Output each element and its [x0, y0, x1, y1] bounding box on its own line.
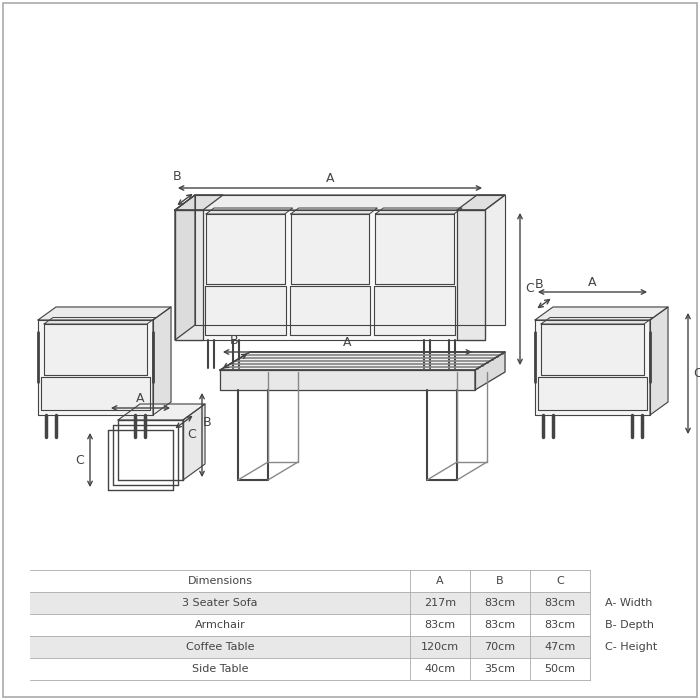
- Text: Dimensions: Dimensions: [188, 576, 253, 586]
- Text: C: C: [76, 454, 85, 466]
- Polygon shape: [175, 210, 485, 340]
- Text: C: C: [556, 576, 564, 586]
- Polygon shape: [375, 214, 454, 284]
- Polygon shape: [41, 377, 150, 410]
- Text: 3 Seater Sofa: 3 Seater Sofa: [182, 598, 258, 608]
- Polygon shape: [290, 286, 370, 335]
- Polygon shape: [457, 195, 505, 210]
- Polygon shape: [153, 307, 171, 415]
- Text: A: A: [136, 391, 145, 405]
- Polygon shape: [220, 352, 505, 370]
- Bar: [30, 592, 590, 614]
- Text: 83cm: 83cm: [545, 598, 575, 608]
- Polygon shape: [206, 208, 293, 214]
- Text: B: B: [535, 279, 543, 291]
- Polygon shape: [195, 195, 505, 325]
- Polygon shape: [183, 404, 205, 480]
- Text: 217m: 217m: [424, 598, 456, 608]
- Polygon shape: [457, 210, 485, 340]
- Text: 47cm: 47cm: [545, 642, 575, 652]
- Text: B: B: [230, 333, 238, 346]
- Text: B: B: [496, 576, 504, 586]
- Text: 120cm: 120cm: [421, 642, 459, 652]
- Text: C: C: [694, 367, 700, 380]
- Polygon shape: [175, 210, 203, 340]
- Text: 40cm: 40cm: [424, 664, 456, 674]
- Text: A: A: [343, 335, 351, 349]
- Text: A: A: [436, 576, 444, 586]
- Polygon shape: [175, 195, 223, 210]
- Text: B- Depth: B- Depth: [605, 620, 654, 630]
- Text: Side Table: Side Table: [192, 664, 248, 674]
- Polygon shape: [541, 318, 653, 324]
- Bar: [30, 636, 590, 658]
- Text: C: C: [188, 428, 197, 442]
- Text: C- Height: C- Height: [605, 642, 657, 652]
- Polygon shape: [205, 286, 286, 335]
- Polygon shape: [535, 320, 650, 415]
- Text: 70cm: 70cm: [484, 642, 516, 652]
- Polygon shape: [535, 307, 668, 320]
- Polygon shape: [220, 370, 475, 390]
- Text: Coffee Table: Coffee Table: [186, 642, 254, 652]
- Polygon shape: [44, 324, 147, 375]
- Text: 83cm: 83cm: [545, 620, 575, 630]
- Polygon shape: [38, 307, 171, 320]
- Polygon shape: [118, 404, 205, 420]
- Polygon shape: [541, 324, 644, 375]
- Polygon shape: [374, 286, 455, 335]
- Polygon shape: [175, 195, 505, 210]
- Polygon shape: [175, 195, 195, 340]
- Text: C: C: [526, 283, 534, 295]
- Polygon shape: [475, 352, 505, 390]
- Text: A- Width: A- Width: [605, 598, 652, 608]
- Text: 83cm: 83cm: [484, 620, 516, 630]
- Text: Armchair: Armchair: [195, 620, 246, 630]
- Text: 83cm: 83cm: [484, 598, 516, 608]
- Polygon shape: [206, 214, 285, 284]
- Polygon shape: [290, 208, 377, 214]
- Polygon shape: [38, 320, 153, 415]
- Polygon shape: [290, 214, 370, 284]
- Text: 50cm: 50cm: [545, 664, 575, 674]
- Text: B: B: [173, 171, 181, 183]
- Text: 83cm: 83cm: [424, 620, 456, 630]
- Text: B: B: [203, 416, 211, 428]
- Text: 35cm: 35cm: [484, 664, 515, 674]
- Text: A: A: [588, 276, 596, 288]
- Polygon shape: [375, 208, 462, 214]
- Polygon shape: [650, 307, 668, 415]
- Polygon shape: [44, 318, 156, 324]
- Polygon shape: [538, 377, 647, 410]
- Text: A: A: [326, 172, 335, 185]
